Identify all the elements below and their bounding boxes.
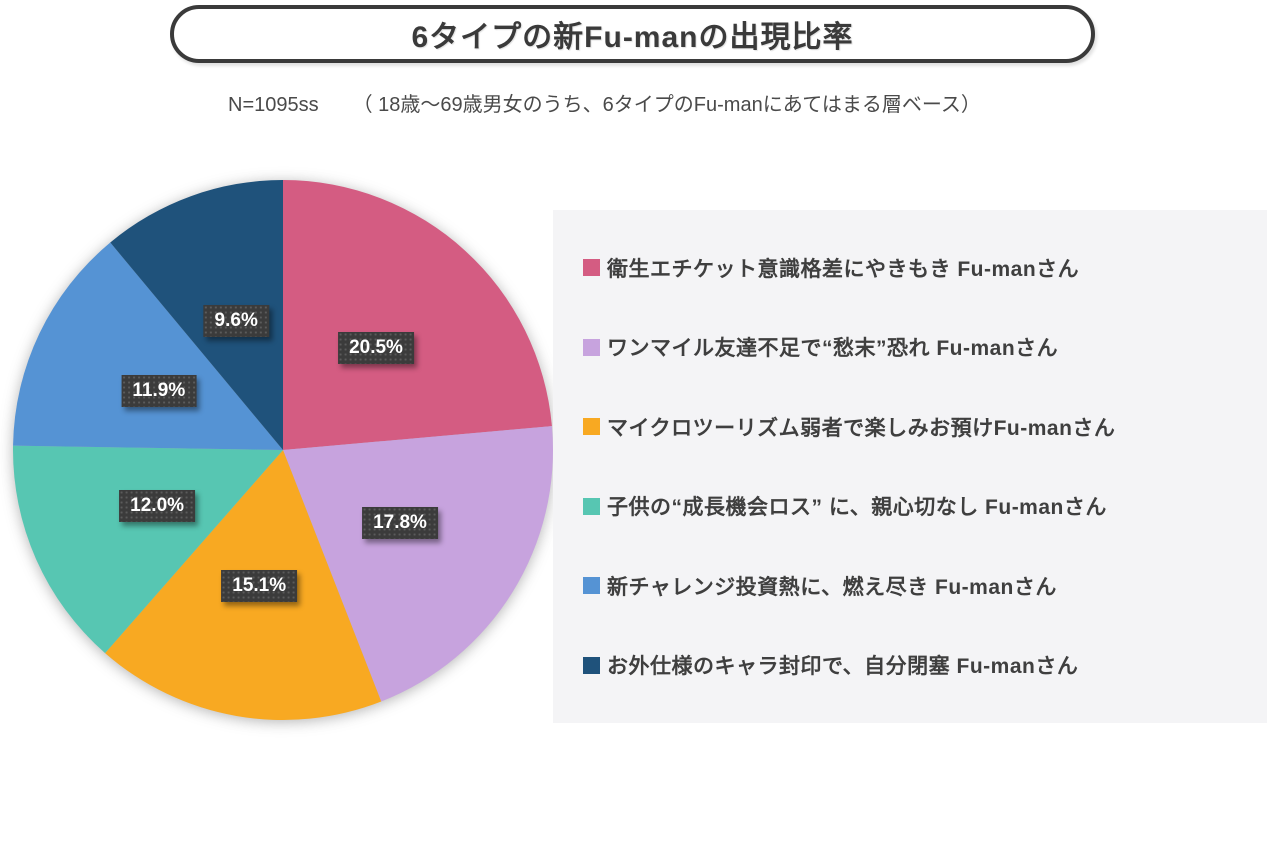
pie-svg: [13, 180, 553, 721]
legend-color-swatch-icon: [583, 259, 600, 277]
pie-slice-6: [110, 180, 283, 450]
data-label-1: 20.5%: [338, 332, 414, 365]
legend-item-label: マイクロツーリズム弱者で楽しみお預けFu-manさん: [607, 416, 1116, 440]
legend-color-swatch-icon: [583, 497, 600, 515]
sample-size-note: N=1095ss: [228, 94, 319, 116]
legend-item-4: 子供の“成長機会ロス” に、親心切なし Fu-manさん: [583, 491, 1257, 521]
sample-note: N=1095ss （ 18歳〜69歳男女のうち、6タイプのFu-manにあてはまる…: [228, 88, 981, 117]
pie-slice-4: [13, 445, 283, 654]
data-label-4: 12.0%: [119, 489, 196, 522]
pie-chart: 20.5% 17.8% 15.1% 12.0% 11.9% 9.6%: [0, 167, 566, 733]
legend-item-label: 衛生エチケット意識格差にやきもき Fu-manさん: [607, 257, 1080, 281]
legend-item-label: お外仕様のキャラ封印で、自分閉塞 Fu-manさん: [607, 655, 1079, 679]
pie-slice-5: [13, 242, 283, 450]
legend-color-swatch-icon: [583, 577, 600, 595]
legend-color-swatch-icon: [583, 338, 600, 356]
data-label-2: 17.8%: [362, 506, 438, 539]
base-definition-note: （ 18歳〜69歳男女のうち、6タイプのFu-manにあてはまる層ベース）: [352, 94, 981, 116]
legend-item-2: ワンマイル友達不足で“愁末”恐れ Fu-manさん: [583, 332, 1257, 362]
legend-color-swatch-icon: [583, 656, 600, 674]
pie-slice-1: [283, 180, 552, 450]
legend-item-5: 新チャレンジ投資熱に、燃え尽き Fu-manさん: [583, 571, 1257, 601]
legend-item-label: 新チャレンジ投資熱に、燃え尽き Fu-manさん: [607, 575, 1057, 599]
chart-title: 6タイプの新Fu-manの出現比率: [411, 21, 854, 54]
data-label-6: 9.6%: [203, 304, 269, 337]
legend-item-label: 子供の“成長機会ロス” に、親心切なし Fu-manさん: [607, 496, 1107, 520]
legend-color-swatch-icon: [583, 418, 600, 436]
legend: 衛生エチケット意識格差にやきもき Fu-manさん ワンマイル友達不足で“愁末”恐…: [553, 210, 1267, 723]
legend-item-3: マイクロツーリズム弱者で楽しみお預けFu-manさん: [583, 412, 1257, 442]
legend-item-6: お外仕様のキャラ封印で、自分閉塞 Fu-manさん: [583, 650, 1257, 680]
data-label-3: 15.1%: [221, 569, 298, 602]
pie-slice-2: [283, 426, 553, 702]
chart-title-box: 6タイプの新Fu-manの出現比率: [170, 5, 1095, 63]
data-label-5: 11.9%: [121, 374, 197, 407]
legend-item-label: ワンマイル友達不足で“愁末”恐れ Fu-manさん: [607, 337, 1059, 361]
legend-item-1: 衛生エチケット意識格差にやきもき Fu-manさん: [583, 253, 1257, 283]
